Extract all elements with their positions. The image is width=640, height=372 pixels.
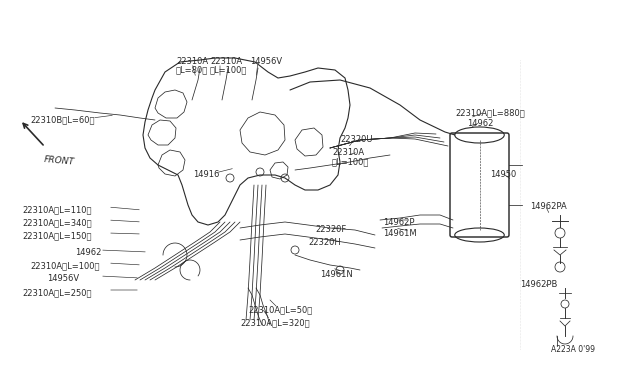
Text: 22320H: 22320H bbox=[308, 238, 340, 247]
Text: 22310A〈L=110〉: 22310A〈L=110〉 bbox=[22, 205, 92, 214]
Text: 〈L=100〉: 〈L=100〉 bbox=[210, 65, 248, 74]
Text: 22310A〈L=880〉: 22310A〈L=880〉 bbox=[455, 108, 525, 117]
Text: 22310A: 22310A bbox=[210, 57, 242, 66]
Text: 22310A〈L=50〉: 22310A〈L=50〉 bbox=[248, 305, 312, 314]
Text: A223A 0'99: A223A 0'99 bbox=[551, 345, 595, 354]
Text: 22310A〈L=100〉: 22310A〈L=100〉 bbox=[30, 261, 99, 270]
Text: 〈L=80〉: 〈L=80〉 bbox=[176, 65, 208, 74]
Text: 22310A〈L=150〉: 22310A〈L=150〉 bbox=[22, 231, 92, 240]
Text: 22310A〈L=320〉: 22310A〈L=320〉 bbox=[240, 318, 310, 327]
Text: 22310A〈L=250〉: 22310A〈L=250〉 bbox=[22, 288, 92, 297]
Text: 14961N: 14961N bbox=[320, 270, 353, 279]
Text: 〈L=100〉: 〈L=100〉 bbox=[332, 157, 369, 166]
Text: 14962: 14962 bbox=[75, 248, 101, 257]
Text: 22310B〈L=60〉: 22310B〈L=60〉 bbox=[30, 115, 95, 124]
Text: 14962P: 14962P bbox=[383, 218, 415, 227]
Text: 14956V: 14956V bbox=[250, 57, 282, 66]
Text: 14961M: 14961M bbox=[383, 229, 417, 238]
Text: 14916: 14916 bbox=[193, 170, 220, 179]
Text: 14962PB: 14962PB bbox=[520, 280, 557, 289]
Text: 14962PA: 14962PA bbox=[530, 202, 567, 211]
Text: 22310A: 22310A bbox=[332, 148, 364, 157]
Text: 22310A〈L=340〉: 22310A〈L=340〉 bbox=[22, 218, 92, 227]
Text: 14956V: 14956V bbox=[47, 274, 79, 283]
Text: 22320F: 22320F bbox=[315, 225, 346, 234]
Text: 22320U: 22320U bbox=[340, 135, 372, 144]
Text: 14950: 14950 bbox=[490, 170, 516, 179]
Text: FRONT: FRONT bbox=[44, 155, 76, 167]
Text: 22310A: 22310A bbox=[176, 57, 208, 66]
Text: 14962: 14962 bbox=[467, 119, 493, 128]
